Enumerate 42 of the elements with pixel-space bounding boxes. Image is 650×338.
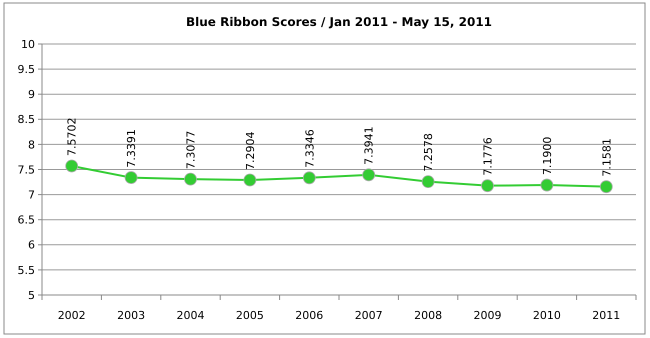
data-label: 7.1900 — [540, 136, 554, 176]
point — [481, 179, 494, 192]
point — [362, 168, 376, 182]
chart-title: Blue Ribbon Scores / Jan 2011 - May 15, 2011 — [186, 15, 492, 29]
y-tick-label: 7.5 — [18, 163, 35, 176]
point — [184, 172, 197, 186]
point — [540, 178, 554, 192]
data-label: 7.2578 — [422, 133, 436, 172]
point — [422, 175, 434, 188]
x-tick-label: 2007 — [354, 309, 383, 322]
point — [124, 171, 138, 184]
point — [302, 171, 316, 184]
y-tick-label: 6.5 — [18, 214, 35, 227]
x-tick-label: 2008 — [414, 309, 442, 322]
y-tick-label: 5.5 — [18, 264, 35, 277]
x-tick-label: 2009 — [474, 309, 502, 322]
y-tick-label: 5 — [28, 288, 35, 302]
data-label: 7.2904 — [244, 132, 257, 170]
data-label: 7.1776 — [482, 137, 494, 176]
x-tick-label: 2006 — [295, 309, 324, 322]
x-tick-label: 2005 — [236, 309, 264, 322]
x-tick-label: 2003 — [117, 309, 146, 322]
data-label: 7.3941 — [362, 126, 376, 165]
data-label: 7.1581 — [600, 138, 614, 177]
y-tick-label: 8.5 — [18, 113, 35, 126]
data-label: 7.3077 — [184, 130, 198, 170]
x-tick-label: 2004 — [176, 309, 204, 322]
x-tick-label: 2002 — [58, 309, 86, 322]
data-label: 7.3346 — [303, 129, 316, 168]
point — [65, 160, 78, 172]
point — [600, 180, 613, 194]
y-tick-label: 6 — [28, 238, 35, 252]
data-label: 7.3391 — [125, 129, 138, 168]
y-tick-label: 9.5 — [18, 62, 35, 76]
y-tick-label: 10 — [21, 38, 35, 51]
x-tick-label: 2011 — [592, 309, 620, 322]
y-tick-label: 8 — [28, 138, 35, 152]
y-tick-label: 9 — [28, 88, 35, 102]
y-tick-label: 7 — [28, 188, 35, 202]
x-tick-label: 2010 — [532, 309, 561, 322]
point — [244, 174, 256, 186]
data-label: 7.5702 — [66, 117, 79, 156]
